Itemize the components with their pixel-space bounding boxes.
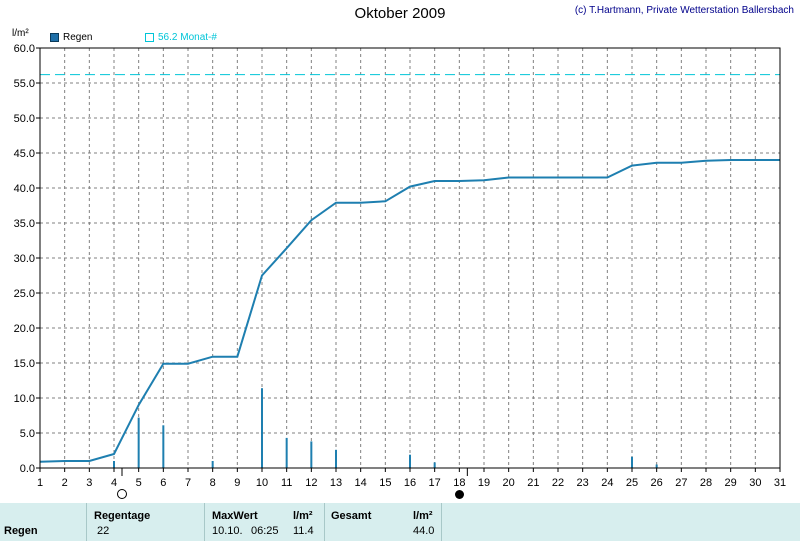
legend-label-average: 56.2 Monat-# [158,32,217,43]
chart-grid [40,48,780,468]
x-tick-label: 3 [86,477,92,489]
x-tick-label: 31 [774,477,786,489]
new-moon-icon [117,489,127,499]
x-tick-label: 20 [503,477,515,489]
y-tick-label: 60.0 [14,43,35,55]
x-tick-label: 30 [749,477,761,489]
regentage-label: Regentage [94,510,151,522]
x-tick-label: 12 [305,477,317,489]
y-tick-label: 20.0 [14,323,35,335]
rain-bar [655,464,658,468]
x-axis-ticks: 1 2 3 4 5 6 7 8 9 10 11 12 13 14 15 16 17 18 19 20 21 22 23 24 2… [37,468,786,489]
rain-bar [310,441,313,468]
rain-bar [631,456,633,468]
x-tick-label: 17 [429,477,441,489]
rain-bar [113,461,115,468]
chart-title: Oktober 2009 [354,5,446,22]
full-moon-icon [455,490,465,499]
x-tick-label: 1 [37,477,43,489]
x-tick-label: 28 [700,477,712,489]
rain-chart: 0.0 5.0 10.0 15.0 20.0 25.0 30.0 35.0 40.0 45.0 50… [14,43,787,489]
y-tick-label: 55.0 [14,78,35,90]
x-tick-label: 8 [210,477,216,489]
y-tick-label: 30.0 [14,253,35,265]
x-tick-label: 9 [234,477,240,489]
x-tick-label: 15 [379,477,391,489]
stats-panel: Regen Regentage 22 MaxWert l/m² 10.10. 0… [0,503,800,541]
x-tick-label: 18 [453,477,465,489]
x-tick-label: 6 [160,477,166,489]
rain-bar [335,449,337,468]
x-tick-label: 19 [478,477,490,489]
rain-bar [211,461,214,468]
x-tick-label: 26 [651,477,663,489]
rain-bar [409,454,411,468]
gesamt-label: Gesamt [331,510,372,522]
x-tick-label: 14 [355,477,367,489]
y-tick-label: 15.0 [14,358,35,370]
legend-swatch-regen [50,33,59,42]
stats-row-label-cell: Regen [0,503,87,541]
plot-frame [39,47,781,469]
rain-bar [285,437,288,468]
x-tick-label: 7 [185,477,191,489]
y-axis-ticks: 0.0 5.0 10.0 15.0 20.0 25.0 30.0 35.0 40.0 45.0 50… [14,43,40,475]
legend-swatch-average [145,33,154,42]
x-tick-label: 27 [675,477,687,489]
y-tick-label: 10.0 [14,393,35,405]
x-tick-label: 13 [330,477,342,489]
rain-bar [433,462,436,468]
stats-row-label: Regen [4,525,38,537]
gesamt-value: 44.0 [413,525,435,537]
rain-bar [162,425,165,468]
y-tick-label: 50.0 [14,113,35,125]
maxwert-date: 10.10. [212,525,243,537]
stats-maxwert-cell: MaxWert l/m² 10.10. 06:25 11.4 [205,503,325,541]
daily-rain-bars [113,388,658,468]
x-tick-label: 4 [111,477,117,489]
rain-bar [137,417,140,468]
y-tick-label: 0.0 [20,463,35,475]
x-tick-label: 11 [281,477,292,489]
x-tick-label: 24 [601,477,613,489]
maxwert-value: 11.4 [293,525,314,537]
x-tick-label: 16 [404,477,416,489]
legend-item-average: 56.2 Monat-# [145,32,217,43]
maxwert-unit: l/m² [293,510,313,522]
legend-label-regen: Regen [63,32,93,43]
stats-regentage-cell: Regentage 22 [87,503,205,541]
legend-item-regen: Regen [50,32,92,43]
y-tick-label: 35.0 [14,218,35,230]
x-tick-label: 21 [527,477,539,489]
cumulative-rain-line [39,159,780,463]
regentage-value: 22 [97,525,110,537]
y-tick-label: 40.0 [14,183,35,195]
copyright-text: (c) T.Hartmann, Private Wetterstation Ba… [574,5,794,16]
stats-gesamt-cell: Gesamt l/m² 44.0 [325,503,442,541]
x-tick-label: 2 [62,477,68,489]
y-tick-label: 25.0 [14,288,35,300]
x-tick-label: 23 [577,477,589,489]
x-tick-label: 5 [136,477,142,489]
y-tick-label: 5.0 [20,428,35,440]
rain-bar [261,388,263,468]
gesamt-unit: l/m² [413,510,433,522]
y-tick-label: 45.0 [14,148,35,160]
x-tick-label: 10 [256,477,268,489]
x-tick-label: 22 [552,477,564,489]
x-tick-label: 29 [725,477,737,489]
y-axis-unit: l/m² [12,28,29,39]
x-tick-label: 25 [626,477,638,489]
maxwert-label: MaxWert [212,510,258,522]
maxwert-time: 06:25 [251,525,279,537]
